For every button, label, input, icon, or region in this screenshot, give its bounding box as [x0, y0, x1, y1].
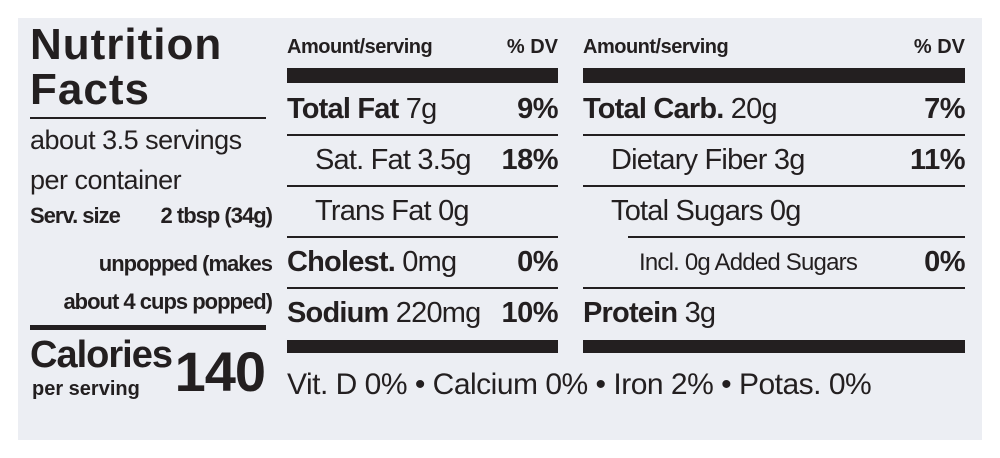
vitamins: Vit. D 0% • Calcium 0% • Iron 2% • Potas… [287, 368, 872, 401]
nutrient-name: Protein [583, 297, 678, 329]
nutrient-row: Cholest. 0mg [287, 237, 457, 288]
dv-header: % DV [913, 36, 965, 58]
nutrient-dv: 11% [910, 144, 965, 176]
nutrient-amount: 0g [769, 195, 801, 227]
nutrient-amount: 0g [438, 195, 469, 227]
thick-bar [583, 340, 965, 353]
calories-sub: per serving [32, 378, 140, 400]
nutrient-row: Dietary Fiber 3g [611, 135, 805, 186]
nutrient-dv: 18% [501, 144, 558, 176]
nutrient-amount: 3.5g [417, 144, 471, 176]
row-rule [287, 236, 558, 238]
nutrient-row: Incl. 0g Added Sugars [639, 237, 858, 288]
servings-line: about 3.5 servings [30, 125, 242, 155]
nutrient-name: Sodium [287, 297, 389, 329]
nutrient-row: Total Sugars 0g [611, 186, 801, 237]
nutrient-dv: 7% [924, 93, 965, 125]
nutrient-row: Protein 3g [583, 288, 716, 339]
calories-label: Calories [30, 334, 173, 376]
nutrient-dv: 10% [501, 297, 558, 329]
serving-size: 2 tbsp (34g) [160, 203, 273, 228]
calories-rule [30, 325, 266, 330]
nutrient-amount: 3g [684, 297, 716, 329]
servings-line: per container [30, 165, 182, 195]
title: Nutrition Facts [30, 20, 223, 114]
nutrient-name: Sat. Fat [315, 144, 411, 176]
nutrient-row: Total Fat 7g [287, 84, 437, 135]
nutrient-name: Total Carb. [583, 93, 724, 125]
nutrient-name: Cholest. [287, 246, 396, 278]
title-rule [30, 117, 266, 119]
nutrient-dv: 9% [517, 93, 558, 125]
nutrient-row: Sat. Fat 3.5g [315, 135, 471, 186]
row-rule [287, 185, 558, 187]
serving-note: unpopped (makes [98, 251, 273, 276]
row-rule [583, 185, 965, 187]
serving-size-label: Serv. size [30, 203, 121, 228]
nutrient-row: Sodium 220mg [287, 288, 481, 339]
thick-bar [287, 68, 558, 83]
amount-header: Amount/serving [287, 36, 433, 58]
nutrient-amount: 20g [730, 93, 778, 125]
nutrient-name: Trans Fat [315, 195, 432, 227]
nutrient-row: Total Carb. 20g [583, 84, 778, 135]
nutrient-amount: 7g [405, 93, 437, 125]
row-rule [583, 134, 965, 136]
thick-bar [583, 68, 965, 83]
amount-header: Amount/serving [583, 36, 729, 58]
row-rule [287, 287, 558, 289]
dv-header: % DV [506, 36, 558, 58]
row-rule [287, 134, 558, 136]
serving-note: about 4 cups popped) [63, 289, 273, 314]
nutrient-amount: 3g [773, 144, 805, 176]
nutrient-name: Total Sugars [611, 195, 763, 227]
nutrient-name: Total Fat [287, 93, 399, 125]
calories-value: 140 [174, 340, 266, 403]
row-rule [583, 287, 965, 289]
nutrient-dv: 0% [517, 246, 558, 278]
nutrient-row: Trans Fat 0g [315, 186, 470, 237]
nutrient-amount: 220mg [395, 297, 481, 329]
nutrient-name: Dietary Fiber [611, 144, 767, 176]
nutrient-amount: 0mg [402, 246, 457, 278]
label-panel [18, 18, 982, 440]
thick-bar [287, 340, 558, 353]
row-rule [628, 236, 965, 238]
nutrient-name: Incl. 0g Added Sugars [639, 249, 858, 276]
nutrient-dv: 0% [924, 246, 965, 278]
